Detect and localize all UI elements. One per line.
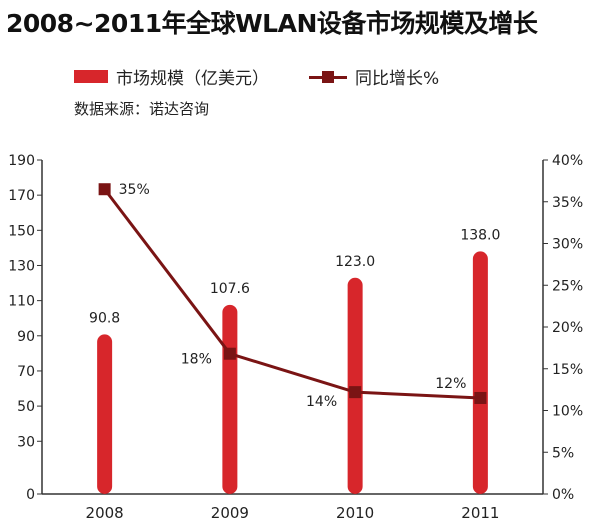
legend-line-label: 同比增长%: [355, 69, 440, 89]
x-tick-label: 2010: [336, 504, 374, 522]
left-tick-label: 130: [8, 258, 35, 274]
growth-label: 12%: [435, 376, 466, 392]
bar-value-label: 107.6: [210, 281, 250, 297]
legend-bar-swatch: [74, 70, 108, 83]
left-tick-label: 0: [26, 487, 35, 503]
legend: 市场规模（亿美元） 同比增长%: [74, 64, 439, 89]
source-note: 数据来源：诺达咨询: [74, 100, 210, 118]
bar: [472, 251, 488, 494]
bar: [222, 304, 238, 494]
left-tick-label: 50: [17, 399, 35, 415]
growth-label: 18%: [181, 352, 212, 368]
growth-line: [103, 188, 481, 400]
right-tick-label: 5%: [552, 445, 574, 461]
growth-label: 14%: [306, 394, 337, 410]
bar-value-label: 123.0: [335, 254, 375, 270]
left-tick-label: 150: [8, 223, 35, 239]
growth-label: 35%: [119, 182, 150, 198]
left-tick-label: 170: [8, 188, 35, 204]
growth-point: [349, 386, 362, 399]
bar-value-label: 90.8: [89, 310, 120, 326]
x-tick-label: 2009: [211, 504, 249, 522]
left-tick-label: 70: [17, 364, 35, 380]
legend-bar-label: 市场规模（亿美元）: [116, 69, 269, 89]
right-tick-label: 40%: [552, 153, 583, 169]
growth-point: [223, 347, 236, 360]
legend-line-swatch: [309, 70, 347, 84]
page-title: 2008~2011年全球WLAN设备市场规模及增长: [6, 9, 538, 38]
left-tick-label: 90: [17, 329, 35, 345]
bar: [97, 334, 113, 494]
right-tick-label: 0%: [552, 487, 574, 503]
right-tick-label: 10%: [552, 404, 583, 420]
right-tick-label: 35%: [552, 195, 583, 211]
bar-value-label: 138.0: [460, 227, 500, 243]
left-tick-label: 30: [17, 434, 35, 450]
right-tick-label: 30%: [552, 237, 583, 253]
x-tick-label: 2011: [461, 504, 499, 522]
right-tick-label: 25%: [552, 278, 583, 294]
x-tick-label: 2008: [86, 504, 124, 522]
growth-point: [98, 183, 111, 196]
left-tick-label: 190: [8, 153, 35, 169]
growth-point: [474, 391, 487, 404]
left-tick-label: 110: [8, 294, 35, 310]
right-tick-label: 20%: [552, 320, 583, 336]
right-tick-label: 15%: [552, 362, 583, 378]
bar: [347, 277, 363, 494]
